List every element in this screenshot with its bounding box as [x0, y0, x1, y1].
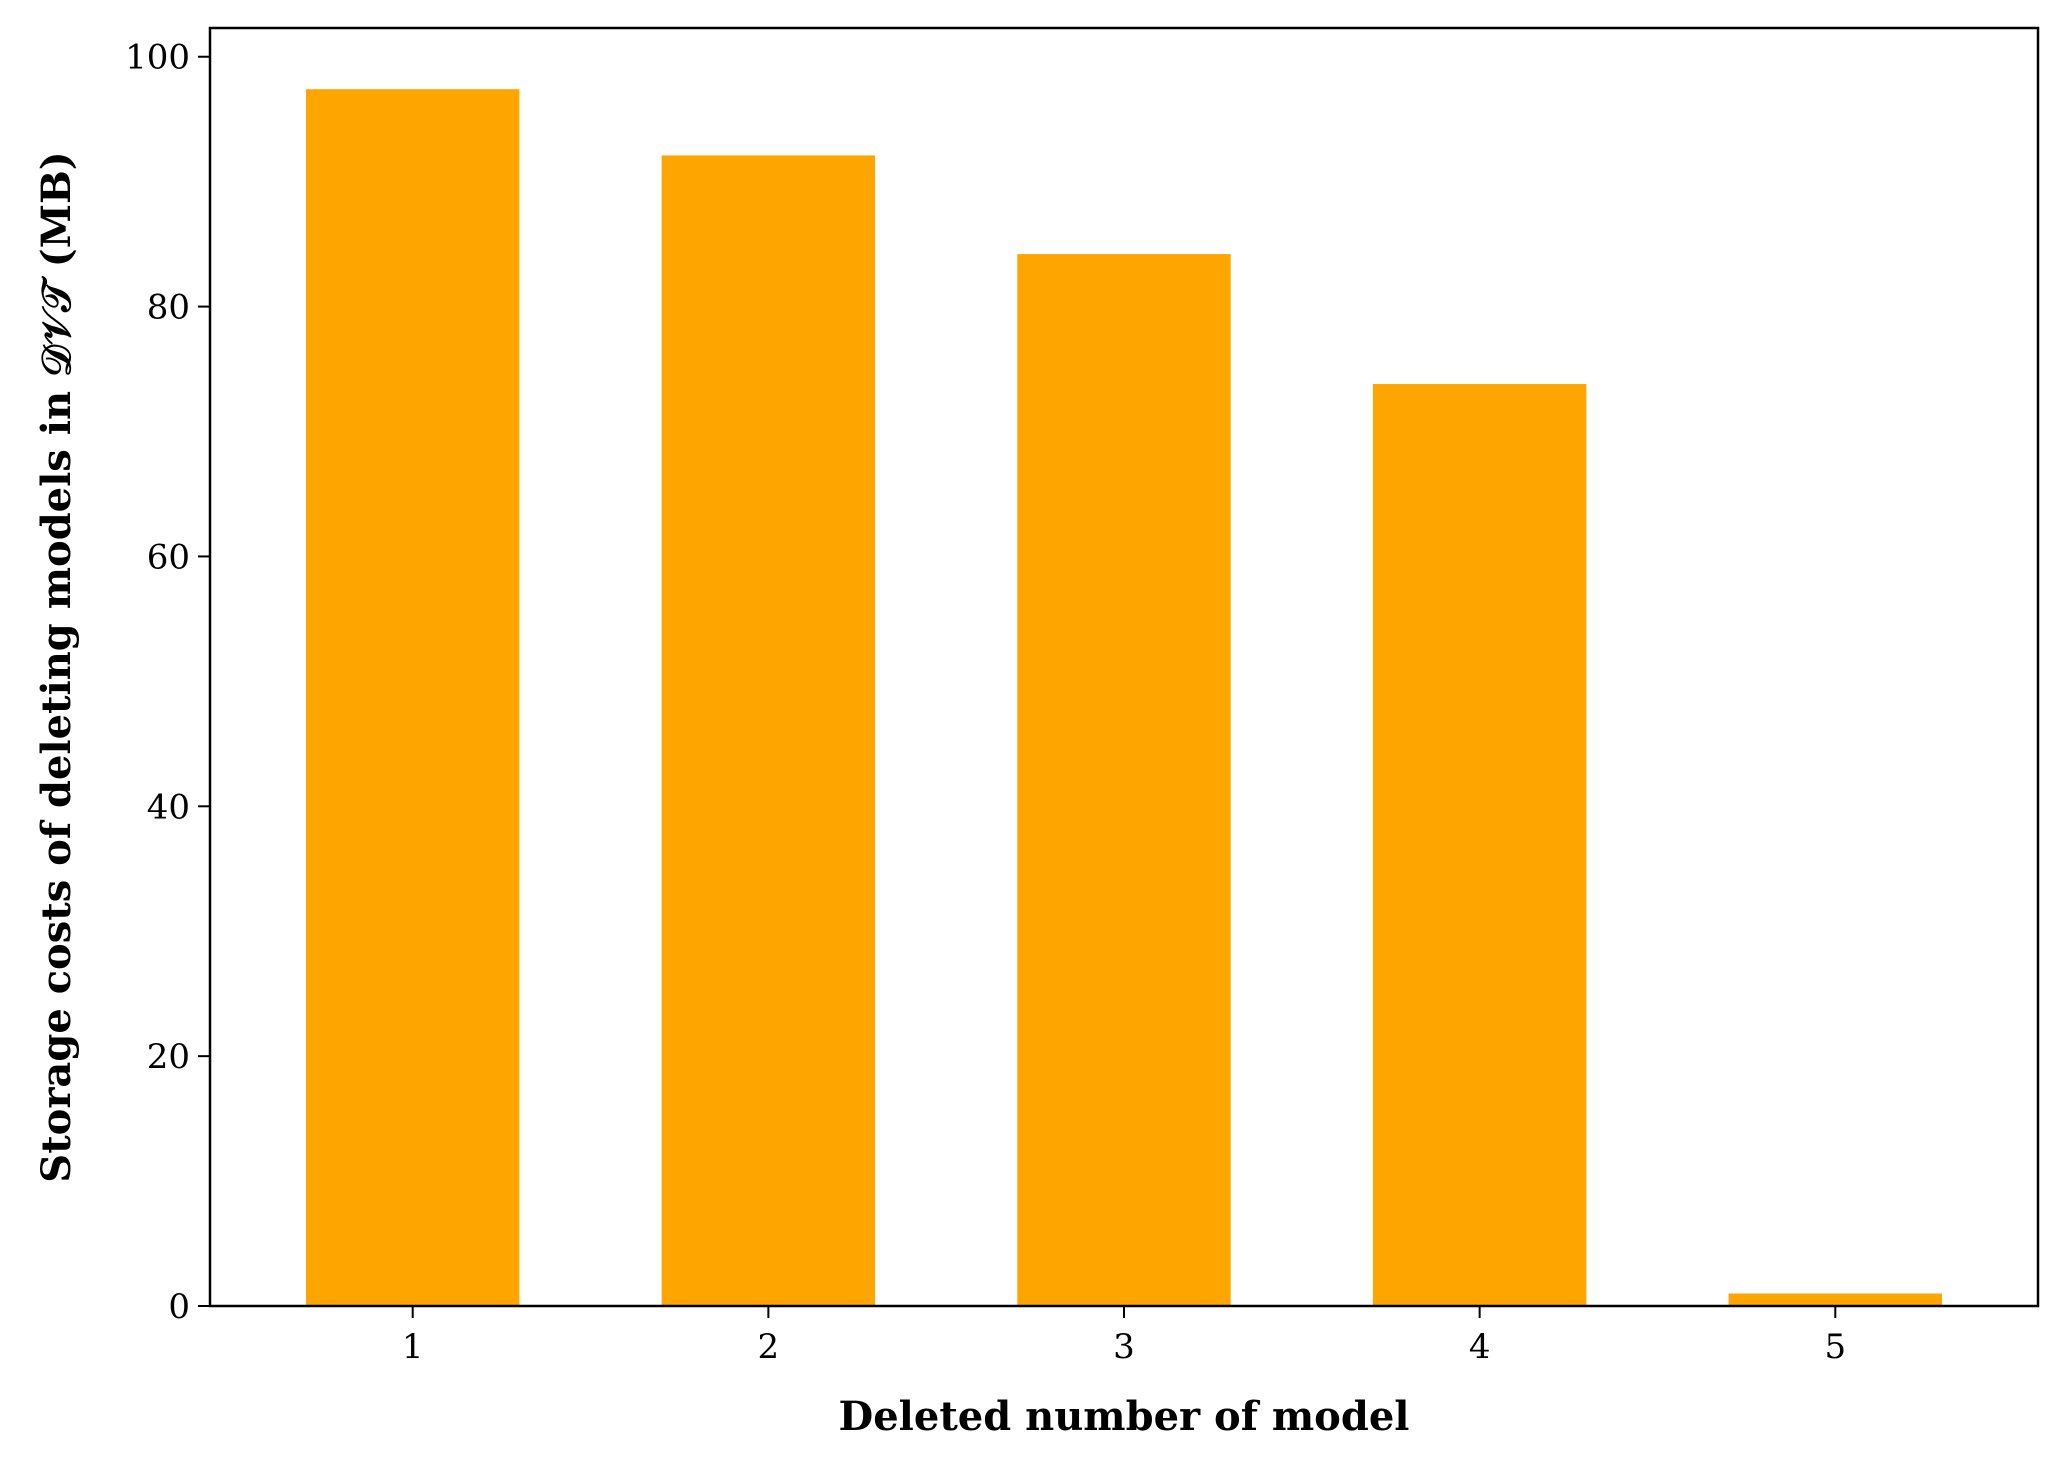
y-tick-label-60: 60: [147, 537, 190, 577]
y-tick-label-40: 40: [147, 787, 190, 827]
bar-4: [1372, 384, 1587, 1307]
y-tick-label-100: 100: [125, 38, 190, 78]
bar-1: [306, 89, 520, 1306]
x-ticks: 1 2 3 4 5: [402, 1306, 1846, 1367]
axes-frame: [208, 26, 2040, 1308]
x-tick-label-5: 5: [1824, 1327, 1846, 1367]
x-tick-label-2: 2: [758, 1327, 780, 1367]
bar-2: [661, 155, 876, 1307]
bar-3: [1017, 254, 1231, 1306]
y-axis-title: Storage costs of deleting models in 𝒟𝒱𝒯 …: [33, 151, 80, 1182]
y-ticks: 0 20 40 60 80 100: [125, 38, 210, 1327]
y-tick-label-0: 0: [168, 1287, 190, 1327]
x-tick-label-1: 1: [402, 1327, 424, 1367]
x-axis-title: Deleted number of model: [839, 1393, 1410, 1440]
y-tick-label-80: 80: [147, 288, 190, 328]
x-tick-label-4: 4: [1469, 1327, 1491, 1367]
y-tick-label-20: 20: [147, 1037, 190, 1077]
bars-layer: [306, 89, 1942, 1307]
x-tick-label-3: 3: [1113, 1327, 1135, 1367]
bar-5: [1728, 1293, 1942, 1306]
